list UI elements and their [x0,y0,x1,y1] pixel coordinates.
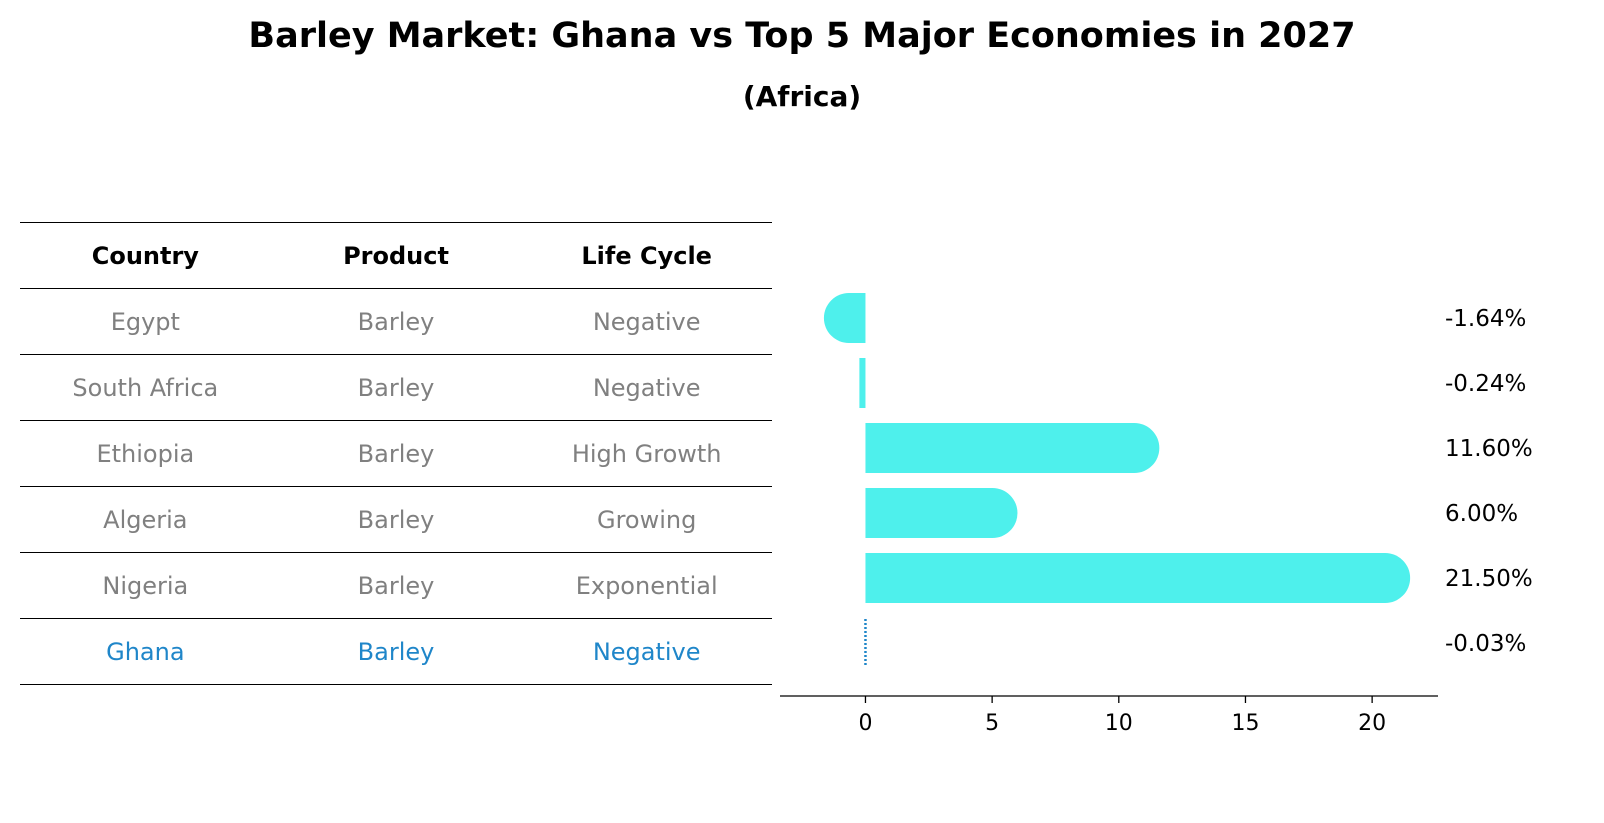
cell-life-cycle: Growing [596,505,697,534]
table-row-highlight: Ghana Barley Negative [20,618,772,685]
cell-life-cycle: Exponential [575,571,718,600]
table-row: Algeria Barley Growing [20,486,772,552]
bar-value-label: 21.50% [1445,566,1533,592]
bar-algeria [865,488,1018,538]
bar-egypt [823,293,866,343]
bar-south-africa [859,358,866,408]
x-tick-label: 0 [858,711,872,736]
cell-product: Barley [357,505,435,534]
bar-value-label: 6.00% [1445,501,1518,527]
country-table: Country Product Life Cycle Egypt Barley … [20,222,772,685]
chart-title: Barley Market: Ghana vs Top 5 Major Econ… [248,16,1356,56]
table-row: Egypt Barley Negative [20,288,772,354]
table-row: Nigeria Barley Exponential [20,552,772,618]
cell-life-cycle: Negative [592,373,701,402]
bar-value-label: -0.24% [1445,371,1526,397]
cell-product: Barley [357,307,435,336]
x-tick-label: 5 [985,711,999,736]
x-tick-label: 15 [1231,711,1259,736]
table-row: South Africa Barley Negative [20,354,772,420]
bar-value-label: -0.03% [1445,631,1526,657]
cell-product: Barley [357,571,435,600]
cell-country: Ghana [106,637,185,666]
bar-ethiopia [865,423,1160,473]
cell-product: Barley [357,373,435,402]
cell-life-cycle: Negative [592,637,701,666]
cell-product: Barley [357,637,435,666]
bar-value-label: -1.64% [1445,306,1526,332]
x-tick-label: 20 [1358,711,1386,736]
cell-country: Ethiopia [96,439,195,468]
cell-country: Algeria [103,505,188,534]
bar-chart: -1.64% -0.24% 11.60% 6.00% 21.50% -0.03% 0 5 10 1… [780,293,1533,736]
header-product: Product [343,241,449,270]
cell-life-cycle: High Growth [571,439,722,468]
cell-country: South Africa [72,373,219,402]
cell-country: Nigeria [102,571,189,600]
bar-nigeria [865,553,1411,603]
table-header-row: Country Product Life Cycle [20,222,772,288]
cell-life-cycle: Negative [592,307,701,336]
header-country: Country [91,241,199,270]
bar-value-label: 11.60% [1445,436,1533,462]
x-tick-label: 10 [1105,711,1133,736]
cell-product: Barley [357,439,435,468]
table-row: Ethiopia Barley High Growth [20,420,772,486]
chart-subtitle: (Africa) [742,80,862,113]
header-life-cycle: Life Cycle [581,241,712,270]
cell-country: Egypt [110,307,180,336]
